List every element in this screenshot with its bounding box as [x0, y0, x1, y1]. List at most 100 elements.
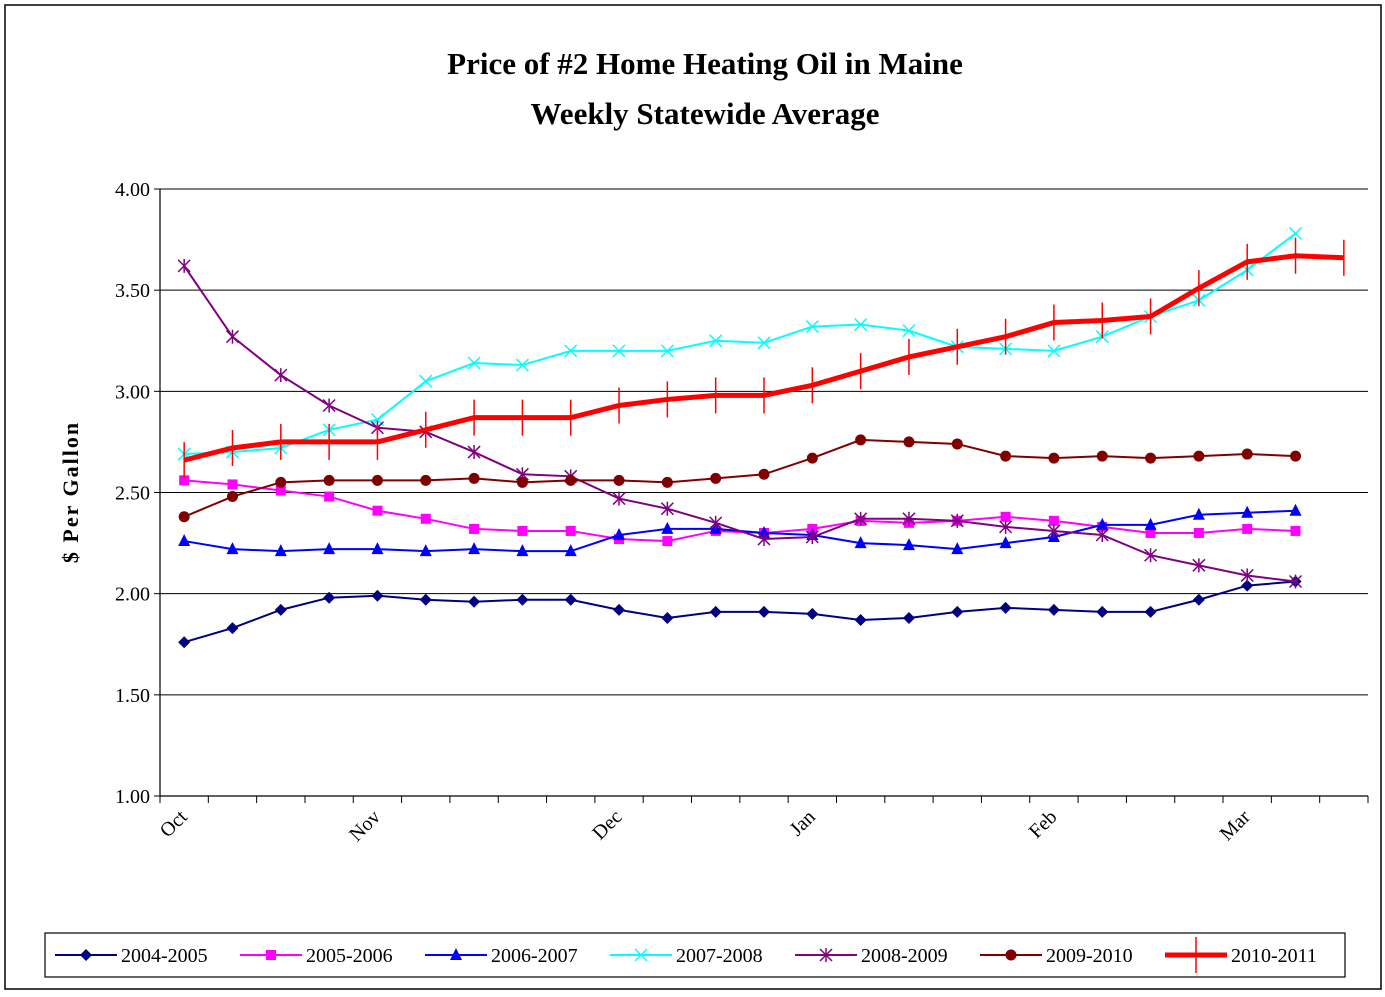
data-point-part [1193, 450, 1205, 462]
data-point-part [613, 474, 625, 486]
data-point [1192, 558, 1206, 573]
data-point-part [709, 334, 723, 348]
data-point-part [613, 527, 626, 540]
data-point-part [951, 605, 964, 618]
data-point-part [323, 591, 336, 604]
data-point-part [468, 595, 481, 608]
data-point-part [467, 356, 481, 370]
data-point [323, 542, 336, 555]
data-point [1290, 525, 1301, 536]
data-point-part [1145, 527, 1156, 538]
legend-label: 2010-2011 [1231, 945, 1317, 967]
data-point [1096, 605, 1109, 618]
data-point-part [660, 344, 674, 358]
data-point [178, 636, 191, 649]
data-point-part [1242, 523, 1253, 534]
data-point-part [179, 475, 190, 486]
legend-marker-part [1005, 949, 1017, 961]
data-point-part [371, 474, 383, 486]
data-point-part [1096, 517, 1109, 530]
data-point-part [1193, 527, 1204, 538]
data-point-part [371, 542, 384, 555]
data-point [1288, 226, 1303, 241]
data-point [661, 611, 674, 624]
data-point-part [564, 544, 577, 557]
data-point [178, 511, 190, 523]
data-point [612, 344, 626, 358]
y-axis-label: $ Per Gallon [58, 421, 83, 563]
data-point-part [903, 436, 915, 448]
data-point [469, 523, 480, 534]
data-point-part [226, 622, 239, 635]
data-point [661, 476, 673, 488]
data-point [903, 436, 915, 448]
data-point [468, 595, 481, 608]
data-point [1241, 579, 1254, 592]
data-point-part [468, 542, 481, 555]
data-point-part [854, 536, 867, 549]
data-point-part [226, 491, 238, 503]
data-point [516, 476, 528, 488]
data-point [1193, 450, 1205, 462]
data-point [323, 591, 336, 604]
data-point [565, 525, 576, 536]
data-point [516, 593, 529, 606]
data-point [1096, 450, 1108, 462]
data-point-part [854, 613, 867, 626]
data-point [565, 474, 577, 486]
legend-marker-part [266, 950, 276, 960]
data-point-part [951, 438, 963, 450]
data-point [371, 542, 384, 555]
data-point [323, 474, 335, 486]
data-point [1145, 452, 1157, 464]
data-point [1048, 515, 1059, 526]
data-point-part [178, 636, 191, 649]
legend-marker [634, 948, 648, 962]
data-point [274, 368, 288, 383]
data-point [274, 544, 287, 557]
data-point-part [420, 474, 432, 486]
data-point-part [1000, 511, 1011, 522]
data-point-part [1290, 525, 1301, 536]
data-point-part [178, 534, 191, 547]
data-point [371, 589, 384, 602]
data-point-part [1048, 515, 1059, 526]
data-point-part [420, 513, 431, 524]
data-point-part [1000, 450, 1012, 462]
data-point-part [999, 536, 1012, 549]
data-point-part [274, 544, 287, 557]
data-point-part [1144, 605, 1157, 618]
data-point [371, 474, 383, 486]
chart-title: Price of #2 Home Heating Oil in Maine [447, 46, 963, 81]
data-point-part [1192, 507, 1205, 520]
data-point [855, 434, 867, 446]
data-point [1240, 568, 1254, 583]
data-point [226, 491, 238, 503]
data-point-part [1288, 226, 1303, 241]
data-point [758, 468, 770, 480]
data-point-part [661, 476, 673, 488]
data-point-part [1241, 448, 1253, 460]
data-point-part [710, 472, 722, 484]
data-point [999, 519, 1013, 534]
legend-marker [1005, 949, 1017, 961]
data-point [468, 472, 480, 484]
data-point [806, 452, 818, 464]
data-point-part [805, 320, 819, 334]
data-point [275, 485, 286, 496]
data-point-part [323, 542, 336, 555]
data-point-part [323, 474, 335, 486]
data-point [758, 605, 770, 618]
y-tick-label: 1.50 [115, 685, 150, 707]
data-point [1192, 507, 1205, 520]
data-point-part [758, 605, 770, 618]
data-point-part [613, 603, 626, 616]
data-point [227, 479, 238, 490]
data-point-part [612, 344, 626, 358]
data-point-part [661, 521, 674, 534]
data-point [324, 491, 335, 502]
data-point [805, 320, 819, 334]
data-point [613, 527, 626, 540]
data-point-part [274, 603, 287, 616]
